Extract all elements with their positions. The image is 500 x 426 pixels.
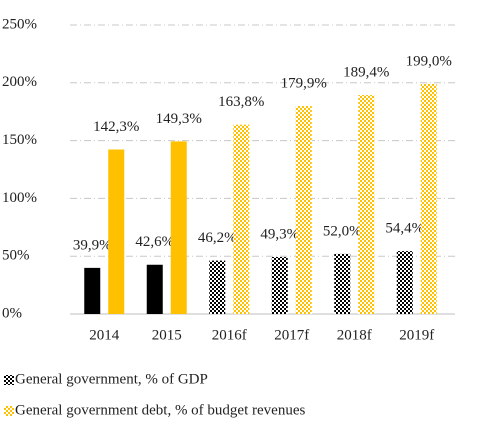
bar [209, 260, 226, 314]
data-label: 179,9% [281, 75, 327, 91]
x-tick-label: 2016f [212, 327, 247, 343]
y-tick-label: 200% [2, 74, 37, 90]
data-label: 142,3% [93, 119, 139, 135]
bar [170, 141, 187, 314]
bar [420, 83, 437, 315]
legend-swatch [4, 375, 14, 385]
bar [271, 257, 288, 314]
x-tick-label: 2015 [152, 327, 182, 343]
y-tick-label: 250% [2, 16, 37, 32]
legend-swatch [4, 406, 14, 416]
bar [295, 106, 312, 314]
y-tick-label: 150% [2, 132, 37, 148]
legend-label: General government, % of GDP [15, 371, 208, 387]
bar [358, 95, 375, 315]
legend-label: General government debt, % of budget rev… [15, 402, 305, 418]
x-tick-label: 2018f [337, 327, 372, 343]
x-tick-label: 2019f [399, 327, 434, 343]
bar [108, 149, 125, 314]
data-label: 39,9% [73, 237, 112, 253]
x-tick-label: 2014 [89, 327, 120, 343]
bar [334, 253, 351, 314]
x-tick-label: 2017f [274, 327, 309, 343]
data-label: 52,0% [323, 223, 362, 239]
bar [84, 267, 101, 314]
data-label: 149,3% [156, 111, 202, 127]
y-tick-label: 0% [2, 305, 22, 321]
bar [396, 251, 413, 314]
data-label: 54,4% [385, 221, 424, 237]
data-label: 42,6% [135, 234, 174, 250]
data-label: 46,2% [198, 230, 237, 246]
bar [146, 264, 163, 314]
data-label: 163,8% [218, 94, 264, 110]
data-label: 49,3% [260, 226, 299, 242]
y-tick-label: 100% [2, 190, 37, 206]
data-label: 199,0% [406, 53, 452, 69]
bar [233, 124, 250, 314]
data-label: 189,4% [343, 64, 389, 80]
y-tick-label: 50% [2, 248, 30, 264]
